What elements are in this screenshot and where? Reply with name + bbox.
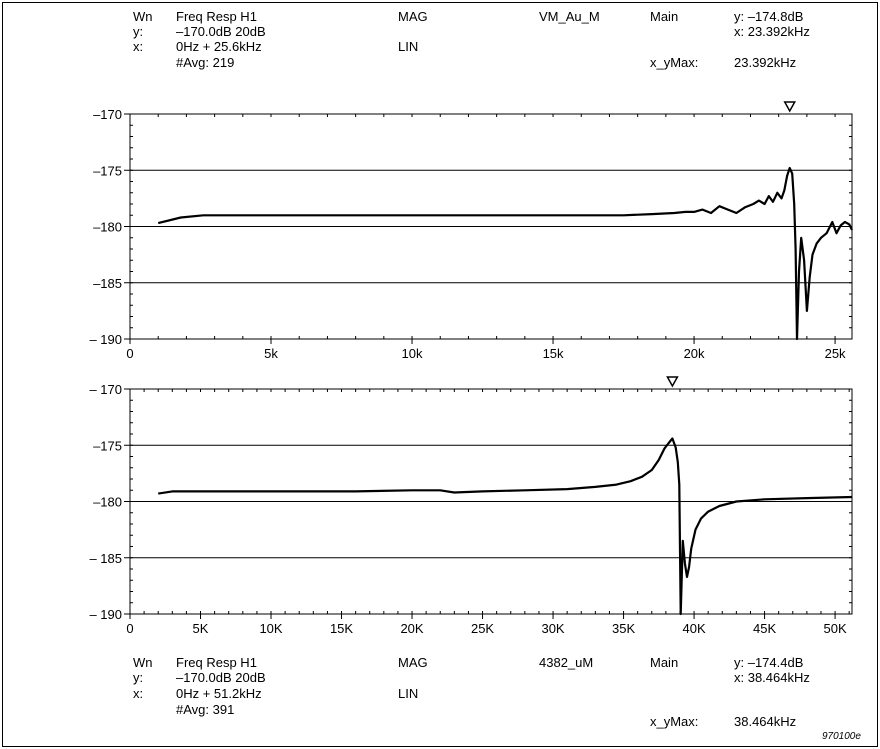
bottom-x-scale: LIN <box>398 686 419 701</box>
top-y-tick-label: –170 <box>93 107 122 122</box>
top-marker-y: y: –174.8dB <box>734 9 804 24</box>
top-x-tick-label: 15k <box>543 346 564 361</box>
top-x-value: 0Hz + 25.6kHz <box>176 39 262 54</box>
bottom-marker-triangle <box>666 376 679 388</box>
top-xymax-label: x_yMax: <box>650 55 699 70</box>
bottom-x-tick-label: 50K <box>824 621 847 636</box>
bottom-x-label: x: <box>133 686 144 701</box>
bottom-function-name: Freq Resp H1 <box>176 655 257 670</box>
bottom-xymax-value: 38.464kHz <box>734 714 797 729</box>
bottom-xymax-label: x_yMax: <box>650 714 699 729</box>
bottom-x-tick-label: 10K <box>259 621 282 636</box>
top-x-scale: LIN <box>398 39 419 54</box>
bottom-y-tick-label: – 190 <box>89 607 122 622</box>
top-marker-x: x: 23.392kHz <box>734 24 810 39</box>
bottom-x-tick-label: 20K <box>400 621 423 636</box>
bottom-y-tick-label: – 185 <box>89 551 122 566</box>
top-xymax-value: 23.392kHz <box>734 55 797 70</box>
bottom-x-value: 0Hz + 51.2kHz <box>176 686 262 701</box>
top-x-tick-label: 5k <box>264 346 278 361</box>
bottom-x-tick-label: 30K <box>541 621 564 636</box>
bottom-y-label: y: <box>133 670 144 685</box>
bottom-x-tick-label: 35K <box>612 621 635 636</box>
top-y-tick-label: –175 <box>93 163 122 178</box>
bottom-x-tick-label: 45K <box>753 621 776 636</box>
bottom-series-line <box>158 437 853 616</box>
top-format: MAG <box>398 9 428 24</box>
bottom-marker-x: x: 38.464kHz <box>734 670 810 685</box>
figure-id: 970100e <box>822 731 861 742</box>
bottom-y-value: –170.0dB 20dB <box>176 670 266 685</box>
bottom-y-tick-label: – 170 <box>89 382 122 397</box>
top-window-label: Wn <box>133 9 153 24</box>
top-x-tick-label: 0 <box>126 346 133 361</box>
top-x-label: x: <box>133 39 144 54</box>
top-avg-count: #Avg: 219 <box>176 55 235 70</box>
top-series-line <box>157 166 853 341</box>
bottom-avg-count: #Avg: 391 <box>176 702 235 717</box>
bottom-format: MAG <box>398 655 428 670</box>
bottom-x-tick-label: 15K <box>330 621 353 636</box>
top-section: Main <box>650 9 679 24</box>
bottom-marker-y: y: –174.4dB <box>734 655 804 670</box>
top-x-tick-label: 10k <box>402 346 423 361</box>
bottom-x-tick-label: 0 <box>126 621 133 636</box>
top-x-tick-label: 20k <box>684 346 705 361</box>
bottom-x-tick-label: 5K <box>193 621 209 636</box>
top-y-tick-label: – 190 <box>89 332 122 347</box>
top-y-tick-label: –180 <box>93 220 122 235</box>
top-function-name: Freq Resp H1 <box>176 9 257 24</box>
bottom-y-tick-label: –175 <box>93 438 122 453</box>
top-channel-name: VM_Au_M <box>539 9 600 24</box>
top-marker-triangle <box>783 101 797 113</box>
bottom-section: Main <box>650 655 679 670</box>
top-y-value: –170.0dB 20dB <box>176 24 266 39</box>
bottom-x-tick-label: 40K <box>682 621 705 636</box>
bottom-channel-name: 4382_uM <box>539 655 594 670</box>
top-y-tick-label: –185 <box>93 276 122 291</box>
bottom-x-tick-label: 25K <box>471 621 494 636</box>
top-x-tick-label: 25k <box>825 346 846 361</box>
top-y-label: y: <box>133 24 144 39</box>
bottom-y-tick-label: –180 <box>93 495 122 510</box>
bottom-window-label: Wn <box>133 655 153 670</box>
